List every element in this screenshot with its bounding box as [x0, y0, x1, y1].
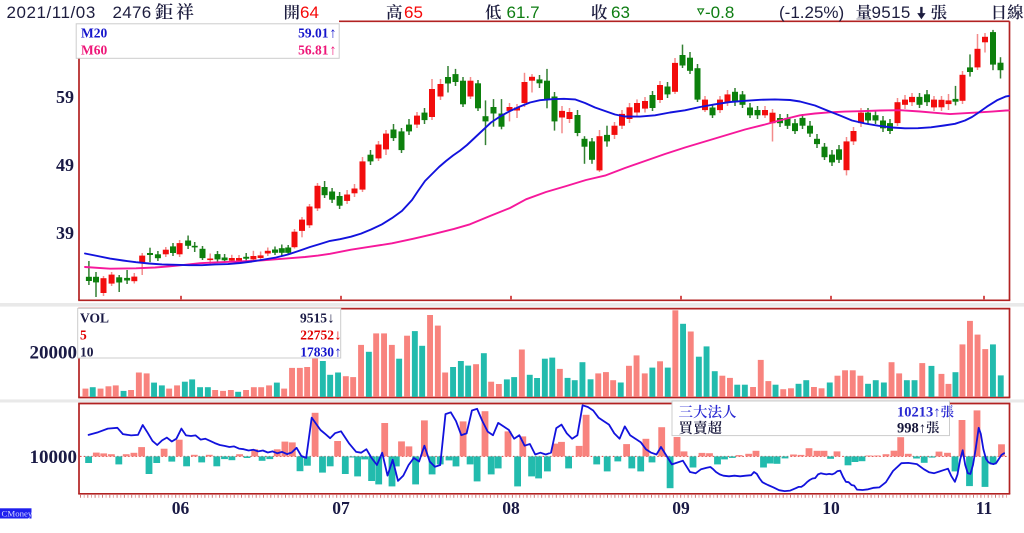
svg-text:↑: ↑ — [334, 345, 341, 361]
svg-text:998: 998 — [897, 420, 919, 436]
svg-text:↑: ↑ — [329, 26, 336, 42]
svg-text:08: 08 — [502, 498, 520, 518]
svg-text:-0.8: -0.8 — [705, 3, 734, 22]
svg-text:2021/11/03: 2021/11/03 — [7, 3, 96, 22]
svg-text:59: 59 — [56, 87, 74, 107]
svg-text:22752: 22752 — [300, 327, 334, 342]
svg-text:10000: 10000 — [30, 447, 78, 468]
svg-text:17830: 17830 — [300, 345, 334, 360]
svg-text:65: 65 — [404, 3, 423, 22]
svg-text:M60: M60 — [81, 43, 107, 58]
svg-text:9515: 9515 — [300, 310, 327, 325]
svg-text:↑: ↑ — [933, 405, 940, 421]
svg-text:↓: ↓ — [327, 310, 334, 326]
svg-text:63: 63 — [611, 3, 630, 22]
svg-text:↓: ↓ — [334, 327, 341, 343]
svg-text:9515: 9515 — [872, 3, 911, 22]
svg-text:64: 64 — [300, 3, 319, 22]
svg-text:↑: ↑ — [329, 43, 336, 59]
svg-text:49: 49 — [56, 155, 74, 175]
svg-text:06: 06 — [172, 498, 190, 518]
svg-text:07: 07 — [332, 498, 350, 518]
svg-text:61.7: 61.7 — [507, 3, 540, 22]
svg-text:56.81: 56.81 — [298, 43, 329, 58]
svg-text:09: 09 — [672, 498, 690, 518]
svg-text:M20: M20 — [81, 26, 107, 41]
svg-text:59.01: 59.01 — [298, 26, 329, 41]
svg-text:(-1.25%): (-1.25%) — [779, 3, 844, 22]
svg-text:CMoney: CMoney — [2, 508, 33, 518]
svg-text:VOL: VOL — [80, 310, 109, 325]
svg-text:↑: ↑ — [919, 420, 926, 436]
svg-text:39: 39 — [56, 223, 74, 243]
svg-text:10213: 10213 — [897, 405, 933, 421]
svg-text:10: 10 — [822, 498, 840, 518]
svg-text:11: 11 — [976, 498, 993, 518]
svg-text:2476: 2476 — [113, 3, 152, 22]
svg-text:5: 5 — [80, 327, 87, 342]
svg-text:20000: 20000 — [30, 343, 78, 364]
svg-text:10: 10 — [80, 345, 94, 360]
